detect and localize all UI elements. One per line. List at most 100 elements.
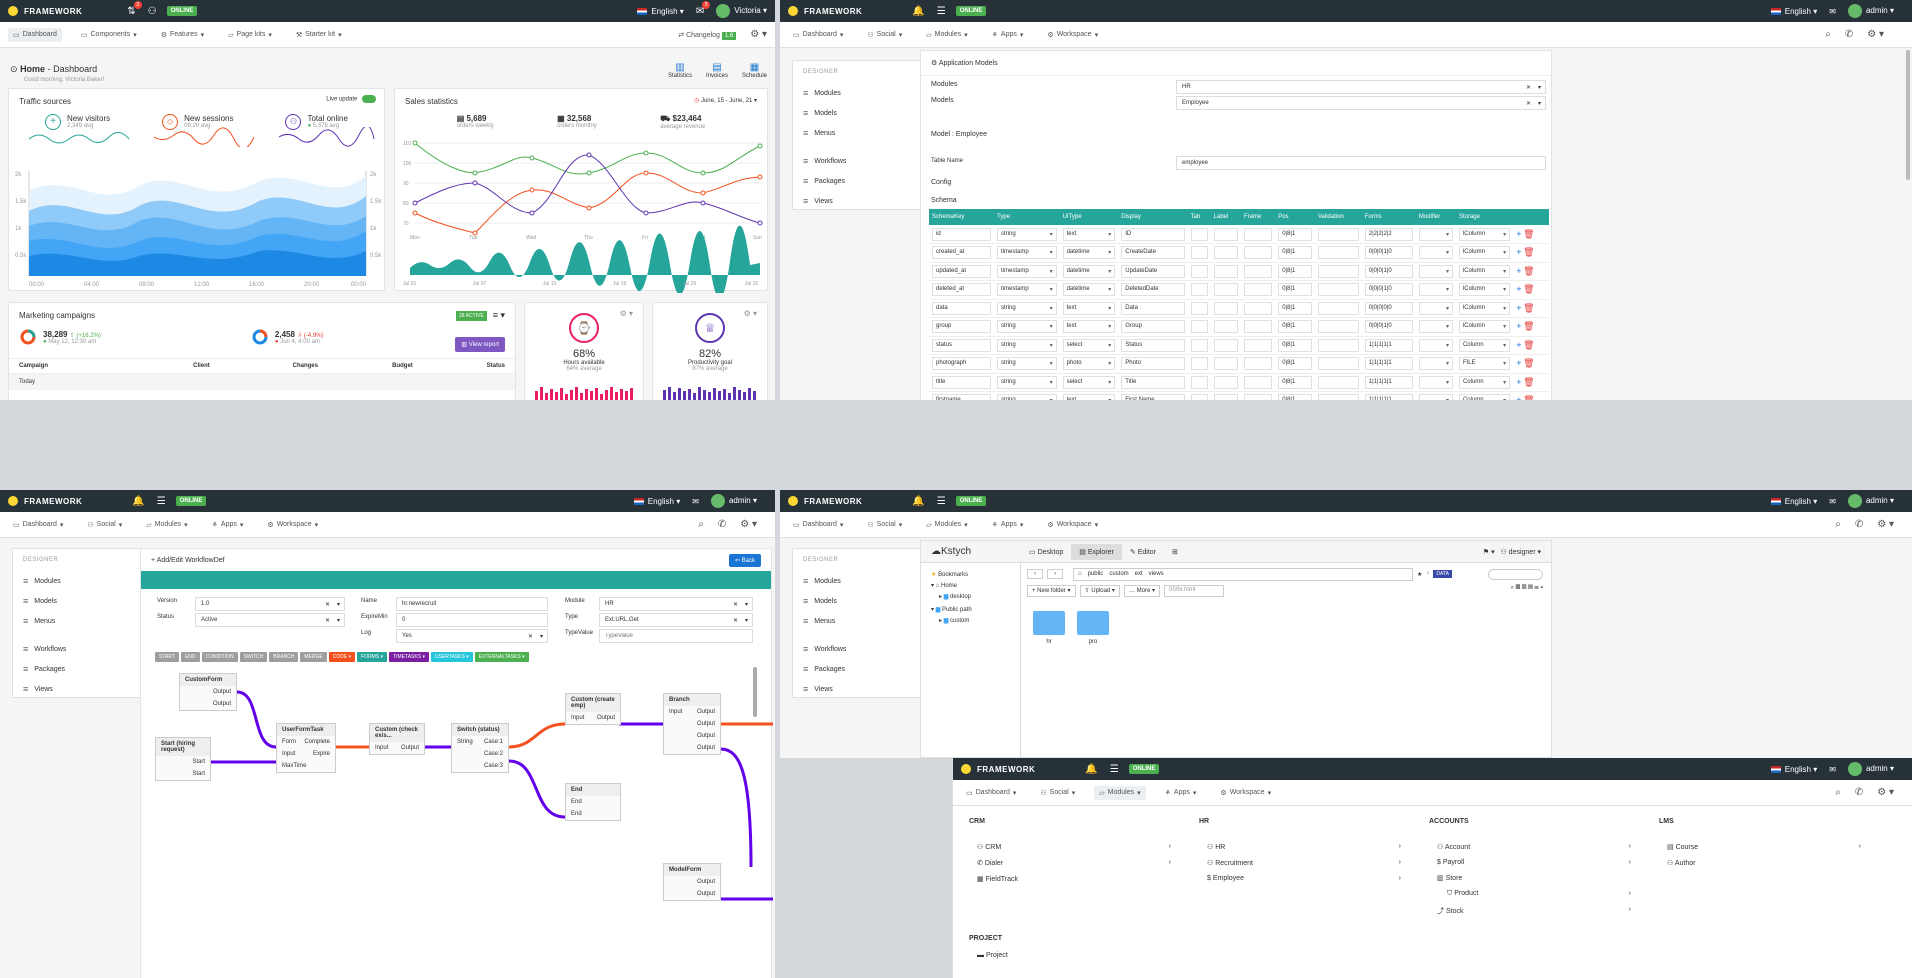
go-badge[interactable]: DATA bbox=[1433, 570, 1452, 578]
uitype-select[interactable]: text bbox=[1062, 227, 1116, 241]
label-input[interactable] bbox=[1213, 357, 1238, 371]
schemakey-input[interactable]: title bbox=[932, 375, 992, 389]
nav-modules[interactable]: ▱ Modules ▾ bbox=[926, 31, 968, 39]
menu-item-product[interactable]: ⛉ Product › bbox=[1447, 890, 1631, 897]
validation-input[interactable] bbox=[1317, 375, 1359, 389]
bell-icon[interactable]: 🔔 bbox=[1085, 763, 1098, 775]
validation-input[interactable] bbox=[1317, 320, 1359, 334]
nav-dashboard[interactable]: ▭ Dashboard ▾ bbox=[13, 521, 64, 529]
tab-input[interactable] bbox=[1190, 320, 1208, 334]
nav-apps[interactable]: ⚘ Apps ▾ bbox=[991, 521, 1024, 529]
type-select[interactable]: timestamp bbox=[997, 246, 1057, 260]
models-select[interactable]: Employee ✕ ▾ bbox=[1176, 96, 1546, 110]
sidebar-item-workflows[interactable]: Workflows bbox=[13, 639, 157, 659]
explorer-search[interactable] bbox=[1488, 568, 1543, 580]
delete-icon[interactable]: 🗑 bbox=[1523, 228, 1535, 239]
tag-start[interactable]: START bbox=[155, 652, 179, 662]
schemakey-input[interactable]: created_at bbox=[932, 246, 992, 260]
forms-input[interactable]: 0|0|0|1|0 bbox=[1364, 320, 1413, 334]
sidebar-item-views[interactable]: Views bbox=[793, 679, 937, 699]
tab-input[interactable] bbox=[1190, 375, 1208, 389]
nav-social[interactable]: ⚇ Social ▾ bbox=[867, 521, 903, 529]
storage-select[interactable]: Column bbox=[1458, 394, 1511, 400]
back-icon[interactable]: ⊙ bbox=[10, 64, 18, 74]
tab-explorer[interactable]: ▤ Explorer bbox=[1071, 543, 1122, 560]
node-end[interactable]: End End End bbox=[565, 783, 621, 821]
status-select[interactable]: Active ✕ ▾ bbox=[195, 613, 345, 627]
label-input[interactable] bbox=[1213, 320, 1238, 334]
menu-item-employee[interactable]: $ Employee › bbox=[1207, 875, 1401, 882]
validation-input[interactable] bbox=[1317, 264, 1359, 278]
upload-button[interactable]: ⇧ Upload ▾ bbox=[1079, 585, 1120, 597]
delete-icon[interactable]: 🗑 bbox=[1523, 358, 1535, 369]
frame-input[interactable] bbox=[1243, 320, 1273, 334]
schemakey-input[interactable]: status bbox=[932, 338, 992, 352]
more-button[interactable]: … More ▾ bbox=[1123, 585, 1160, 597]
delete-icon[interactable]: 🗑 bbox=[1523, 339, 1535, 350]
user-menu[interactable]: admin ▾ bbox=[710, 494, 757, 508]
schemakey-input[interactable]: firstname bbox=[932, 394, 992, 400]
display-input[interactable]: Data bbox=[1121, 301, 1185, 315]
storage-select[interactable]: lColumn bbox=[1458, 283, 1511, 297]
tag-switch[interactable]: SWITCH bbox=[239, 652, 268, 662]
nav-social[interactable]: ⚇ Social ▾ bbox=[1040, 789, 1076, 797]
pos-input[interactable]: 0|8|1 bbox=[1278, 320, 1312, 334]
chat-icon[interactable]: ✉ bbox=[1829, 496, 1836, 506]
delete-icon[interactable]: 🗑 bbox=[1523, 321, 1535, 332]
search-icon[interactable]: ⌕ bbox=[1835, 787, 1841, 798]
add-row-icon[interactable]: + bbox=[1516, 265, 1522, 276]
user-menu[interactable]: admin ▾ bbox=[1847, 494, 1894, 508]
sidebar-item-packages[interactable]: Packages bbox=[793, 659, 937, 679]
menu-item-author[interactable]: ⚇ Author bbox=[1667, 860, 1696, 867]
menu-item-payroll[interactable]: $ Payroll › bbox=[1437, 859, 1631, 866]
pos-input[interactable]: 0|8|1 bbox=[1278, 283, 1312, 297]
modifier-select[interactable] bbox=[1418, 338, 1453, 352]
validation-input[interactable] bbox=[1317, 357, 1359, 371]
tag-merge[interactable]: MERGE bbox=[300, 652, 327, 662]
user-menu[interactable]: Victoria ▾ bbox=[716, 4, 767, 18]
menu-item-account[interactable]: ⚇ Account › bbox=[1437, 843, 1631, 851]
forms-input[interactable]: 0|0|0|1|0 bbox=[1364, 283, 1413, 297]
canvas-scrollbar[interactable] bbox=[753, 667, 757, 717]
nav-features[interactable]: ⚙ Features ▾ bbox=[160, 31, 205, 39]
frame-input[interactable] bbox=[1243, 227, 1273, 241]
scrollbar[interactable] bbox=[1906, 50, 1910, 180]
type-select[interactable]: string bbox=[997, 301, 1057, 315]
forms-input[interactable]: 0|0|0|1|0 bbox=[1364, 246, 1413, 260]
typevalue-input[interactable] bbox=[599, 629, 753, 643]
chat-icon[interactable]: ✉ bbox=[1829, 764, 1836, 774]
storage-select[interactable]: lColumn bbox=[1458, 227, 1511, 241]
tag-branch[interactable]: BRANCH bbox=[269, 652, 299, 662]
search-icon[interactable]: ⌕ bbox=[1825, 29, 1831, 40]
pos-input[interactable]: 0|8|1 bbox=[1278, 301, 1312, 315]
validation-input[interactable] bbox=[1317, 301, 1359, 315]
tab-input[interactable] bbox=[1190, 357, 1208, 371]
statistics-button[interactable]: ▥ Statistics bbox=[667, 62, 692, 79]
forms-input[interactable]: 0|0|0|0|0 bbox=[1364, 301, 1413, 315]
language-selector[interactable]: English ▾ bbox=[633, 497, 680, 506]
menu-item-recruitment[interactable]: ⚇ Recruitment › bbox=[1207, 859, 1401, 867]
tag-externaltasks[interactable]: EXTERNALTASKS ▾ bbox=[474, 652, 529, 662]
gear-icon[interactable]: ⚙ ▾ bbox=[619, 309, 633, 318]
validation-input[interactable] bbox=[1317, 227, 1359, 241]
modifier-select[interactable] bbox=[1418, 227, 1453, 241]
tab-editor[interactable]: ✎ Editor bbox=[1129, 548, 1156, 556]
settings-icon[interactable]: ⚙ ▾ bbox=[1877, 519, 1894, 530]
type-select[interactable]: string bbox=[997, 338, 1057, 352]
display-input[interactable]: ID bbox=[1121, 227, 1185, 241]
display-input[interactable]: Photo bbox=[1121, 357, 1185, 371]
phone-icon[interactable]: ✆ bbox=[1854, 787, 1864, 798]
live-update-toggle[interactable]: Live update bbox=[326, 95, 376, 103]
tag-forms[interactable]: FORMS ▾ bbox=[357, 652, 388, 662]
nav-dashboard[interactable]: ▭ Dashboard ▾ bbox=[793, 521, 844, 529]
menu-item-hr[interactable]: ⚇ HR › bbox=[1207, 843, 1401, 851]
frame-input[interactable] bbox=[1243, 357, 1273, 371]
display-input[interactable]: DeletedDate bbox=[1121, 283, 1185, 297]
storage-select[interactable]: lColumn bbox=[1458, 320, 1511, 334]
menu-item-dialer[interactable]: ✆ Dialer › bbox=[977, 859, 1171, 867]
uitype-select[interactable]: datetime bbox=[1062, 283, 1116, 297]
brand-logo[interactable]: FRAMEWORK bbox=[8, 496, 82, 506]
expiremin-input[interactable]: 0 bbox=[396, 613, 548, 627]
path-input[interactable]: 00/hr.html bbox=[1163, 585, 1224, 597]
chat-icon[interactable]: ✉ 5 bbox=[696, 0, 711, 17]
